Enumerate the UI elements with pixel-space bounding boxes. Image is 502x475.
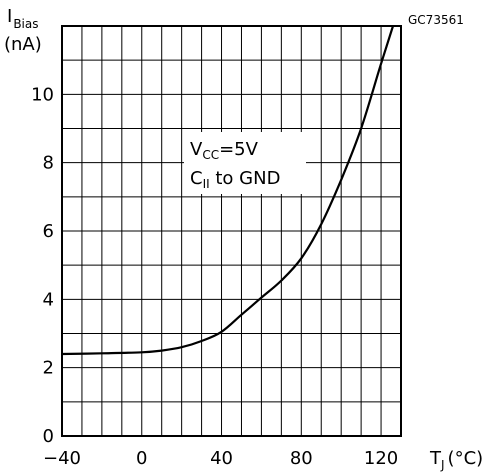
y-tick-label: 4 [43,289,54,310]
y-tick-label: 8 [43,153,54,174]
x-tick-label: 80 [290,448,313,469]
grid-lines [62,26,401,436]
annotation-box [184,132,306,194]
y-tick-label: 0 [43,426,54,447]
x-axis-label: TJ (°C) [429,448,483,472]
y-tick-label: 6 [43,221,54,242]
y-tick-label: 10 [31,84,54,105]
annotation-line-2: CII to GND [190,168,280,191]
x-tick-label: 120 [364,448,398,469]
annotation-line-1: VCC=5V [190,139,259,162]
x-tick-label: 0 [136,448,147,469]
x-tick-label: −40 [43,448,81,469]
y-axis-label: IBias [7,6,38,31]
x-tick-label: 40 [210,448,233,469]
series-line [61,25,395,356]
plot-frame [61,25,402,437]
y-tick-label: 2 [43,358,54,379]
y-axis-unit: (nA) [4,34,42,55]
figure-code: GC73561 [408,13,464,27]
